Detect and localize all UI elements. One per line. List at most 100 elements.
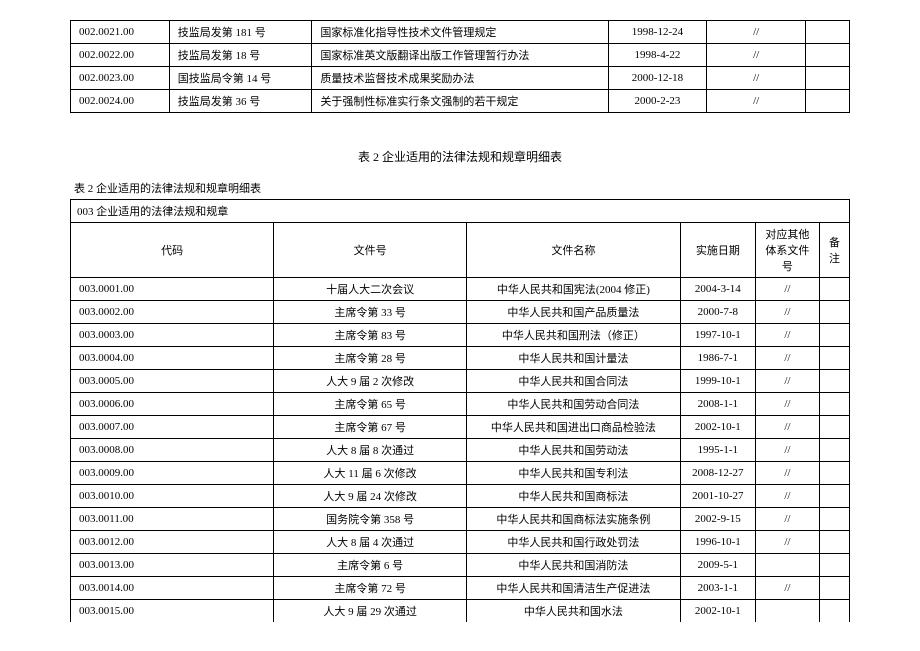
cell: // [755,347,819,370]
col-docnum: 文件号 [274,223,467,278]
cell [819,416,849,439]
cell: 主席令第 6 号 [274,554,467,577]
table-row: 003.0004.00主席令第 28 号中华人民共和国计量法1986-7-1// [71,347,850,370]
cell: // [755,462,819,485]
cell [806,67,850,90]
cell: 中华人民共和国水法 [466,600,680,623]
cell: 003.0011.00 [71,508,274,531]
table-row: 002.0022.00技监局发第 18 号国家标准英文版翻译出版工作管理暂行办法… [71,44,850,67]
cell [819,370,849,393]
cell: 国家标准英文版翻译出版工作管理暂行办法 [312,44,608,67]
cell: 中华人民共和国商标法 [466,485,680,508]
cell: 中华人民共和国劳动合同法 [466,393,680,416]
cell: 中华人民共和国商标法实施条例 [466,508,680,531]
cell: 2002-10-1 [680,600,755,623]
cell: 主席令第 65 号 [274,393,467,416]
cell [819,531,849,554]
cell: 2003-1-1 [680,577,755,600]
cell [819,301,849,324]
cell: // [755,393,819,416]
cell [819,600,849,623]
cell: 003.0015.00 [71,600,274,623]
cell: 国家标准化指导性技术文件管理规定 [312,21,608,44]
cell: // [755,508,819,531]
table1-body: 002.0021.00技监局发第 181 号国家标准化指导性技术文件管理规定19… [71,21,850,113]
table-row: 003.0003.00主席令第 83 号中华人民共和国刑法（修正）1997-10… [71,324,850,347]
top-table: 002.0021.00技监局发第 181 号国家标准化指导性技术文件管理规定19… [70,20,850,113]
cell: 中华人民共和国宪法(2004 修正) [466,278,680,301]
cell: 中华人民共和国劳动法 [466,439,680,462]
cell: 中华人民共和国合同法 [466,370,680,393]
main-table: 003 企业适用的法律法规和规章 代码 文件号 文件名称 实施日期 对应其他体系… [70,199,850,622]
cell: // [707,21,806,44]
cell [819,393,849,416]
cell: 003.0008.00 [71,439,274,462]
cell: 002.0023.00 [71,67,170,90]
cell: 003.0010.00 [71,485,274,508]
cell: // [755,301,819,324]
cell: 2004-3-14 [680,278,755,301]
cell: 十届人大二次会议 [274,278,467,301]
col-remark: 备注 [819,223,849,278]
cell: 003.0003.00 [71,324,274,347]
cell [819,324,849,347]
cell: 主席令第 67 号 [274,416,467,439]
cell [819,485,849,508]
cell: 1999-10-1 [680,370,755,393]
cell: 003.0014.00 [71,577,274,600]
cell: // [755,416,819,439]
col-date: 实施日期 [680,223,755,278]
column-header-row: 代码 文件号 文件名称 实施日期 对应其他体系文件号 备注 [71,223,850,278]
table-row: 003.0008.00人大 8 届 8 次通过中华人民共和国劳动法1995-1-… [71,439,850,462]
cell: 003.0009.00 [71,462,274,485]
cell: 中华人民共和国产品质量法 [466,301,680,324]
cell: 002.0021.00 [71,21,170,44]
table-row: 003.0014.00主席令第 72 号中华人民共和国清洁生产促进法2003-1… [71,577,850,600]
cell: 主席令第 83 号 [274,324,467,347]
cell: 主席令第 72 号 [274,577,467,600]
cell [819,554,849,577]
cell [819,508,849,531]
table-row: 003.0005.00人大 9 届 2 次修改中华人民共和国合同法1999-10… [71,370,850,393]
table-row: 003.0011.00国务院令第 358 号中华人民共和国商标法实施条例2002… [71,508,850,531]
cell: 主席令第 33 号 [274,301,467,324]
cell: 中华人民共和国专利法 [466,462,680,485]
col-other: 对应其他体系文件号 [755,223,819,278]
cell: 2008-12-27 [680,462,755,485]
cell: 中华人民共和国清洁生产促进法 [466,577,680,600]
cell: 1995-1-1 [680,439,755,462]
cell: 关于强制性标准实行条文强制的若干规定 [312,90,608,113]
cell: 1996-10-1 [680,531,755,554]
cell: 003.0001.00 [71,278,274,301]
cell: // [755,439,819,462]
cell: 中华人民共和国消防法 [466,554,680,577]
table-row: 003.0002.00主席令第 33 号中华人民共和国产品质量法2000-7-8… [71,301,850,324]
cell: 2000-7-8 [680,301,755,324]
cell: // [707,44,806,67]
cell: 2002-9-15 [680,508,755,531]
cell: // [707,67,806,90]
table-row: 003.0015.00人大 9 届 29 次通过中华人民共和国水法2002-10… [71,600,850,623]
cell: 质量技术监督技术成果奖励办法 [312,67,608,90]
cell: 002.0022.00 [71,44,170,67]
cell: 中华人民共和国计量法 [466,347,680,370]
col-code: 代码 [71,223,274,278]
cell: 技监局发第 18 号 [169,44,312,67]
cell [806,21,850,44]
cell: 人大 9 届 24 次修改 [274,485,467,508]
cell [819,278,849,301]
cell: 主席令第 28 号 [274,347,467,370]
cell: 002.0024.00 [71,90,170,113]
table-row: 003.0010.00人大 9 届 24 次修改中华人民共和国商标法2001-1… [71,485,850,508]
cell: 技监局发第 36 号 [169,90,312,113]
cell: 人大 11 届 6 次修改 [274,462,467,485]
cell: 人大 9 届 2 次修改 [274,370,467,393]
cell [806,44,850,67]
cell: 中华人民共和国刑法（修正） [466,324,680,347]
cell: 003.0002.00 [71,301,274,324]
cell: // [755,324,819,347]
cell: 003.0007.00 [71,416,274,439]
section-header: 003 企业适用的法律法规和规章 [71,200,850,223]
cell: 2000-2-23 [608,90,707,113]
cell: 003.0005.00 [71,370,274,393]
